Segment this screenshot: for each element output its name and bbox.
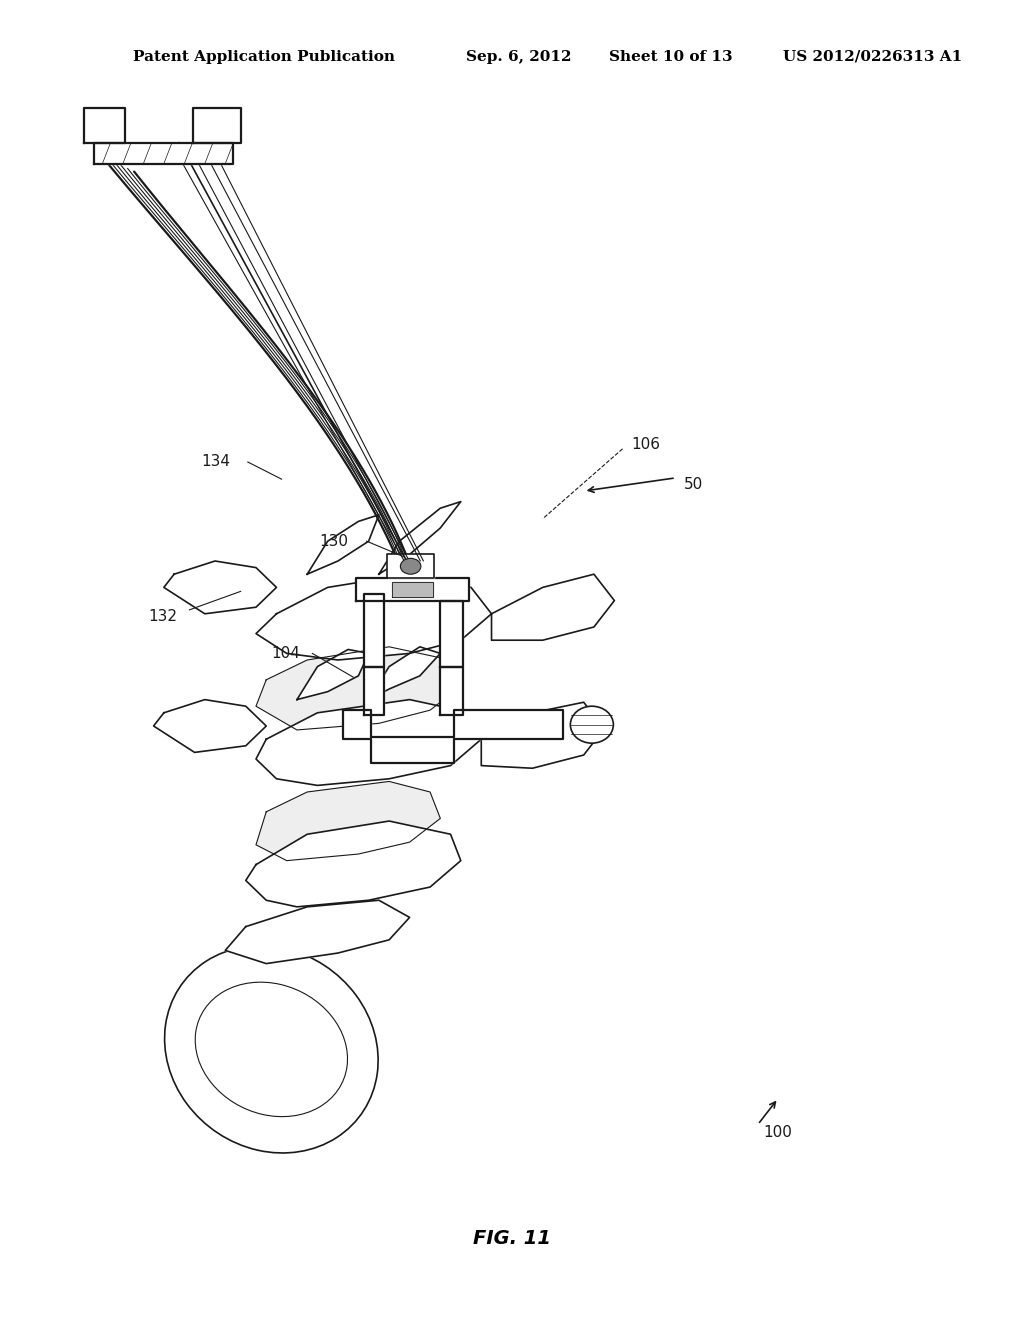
Polygon shape [481, 702, 604, 768]
Polygon shape [364, 667, 384, 715]
Text: Patent Application Publication: Patent Application Publication [133, 50, 395, 63]
Text: 104: 104 [271, 645, 300, 661]
Polygon shape [84, 108, 125, 143]
Text: US 2012/0226313 A1: US 2012/0226313 A1 [783, 50, 963, 63]
Polygon shape [256, 647, 461, 730]
Text: Sep. 6, 2012: Sep. 6, 2012 [466, 50, 571, 63]
Polygon shape [440, 667, 463, 715]
Text: 130: 130 [319, 533, 348, 549]
Ellipse shape [165, 946, 378, 1152]
Polygon shape [225, 900, 410, 964]
Polygon shape [307, 515, 379, 574]
Polygon shape [356, 578, 469, 601]
Polygon shape [387, 554, 434, 578]
Polygon shape [492, 574, 614, 640]
Polygon shape [297, 649, 369, 700]
Ellipse shape [400, 558, 421, 574]
Ellipse shape [570, 706, 613, 743]
Polygon shape [379, 502, 461, 574]
Polygon shape [154, 700, 266, 752]
Polygon shape [343, 710, 563, 763]
Text: FIG. 11: FIG. 11 [473, 1229, 551, 1247]
Polygon shape [256, 700, 481, 785]
Text: 106: 106 [632, 437, 660, 453]
Polygon shape [193, 108, 241, 143]
Polygon shape [369, 647, 440, 700]
Text: 132: 132 [148, 609, 177, 624]
Polygon shape [164, 561, 276, 614]
Polygon shape [364, 594, 384, 667]
Text: 100: 100 [763, 1125, 792, 1140]
Text: 50: 50 [684, 477, 703, 492]
Polygon shape [246, 821, 461, 907]
Polygon shape [440, 601, 463, 667]
Text: 134: 134 [202, 454, 230, 470]
Text: Sheet 10 of 13: Sheet 10 of 13 [609, 50, 733, 63]
Polygon shape [256, 781, 440, 861]
Polygon shape [392, 582, 433, 597]
Polygon shape [94, 143, 233, 164]
Polygon shape [256, 574, 492, 660]
